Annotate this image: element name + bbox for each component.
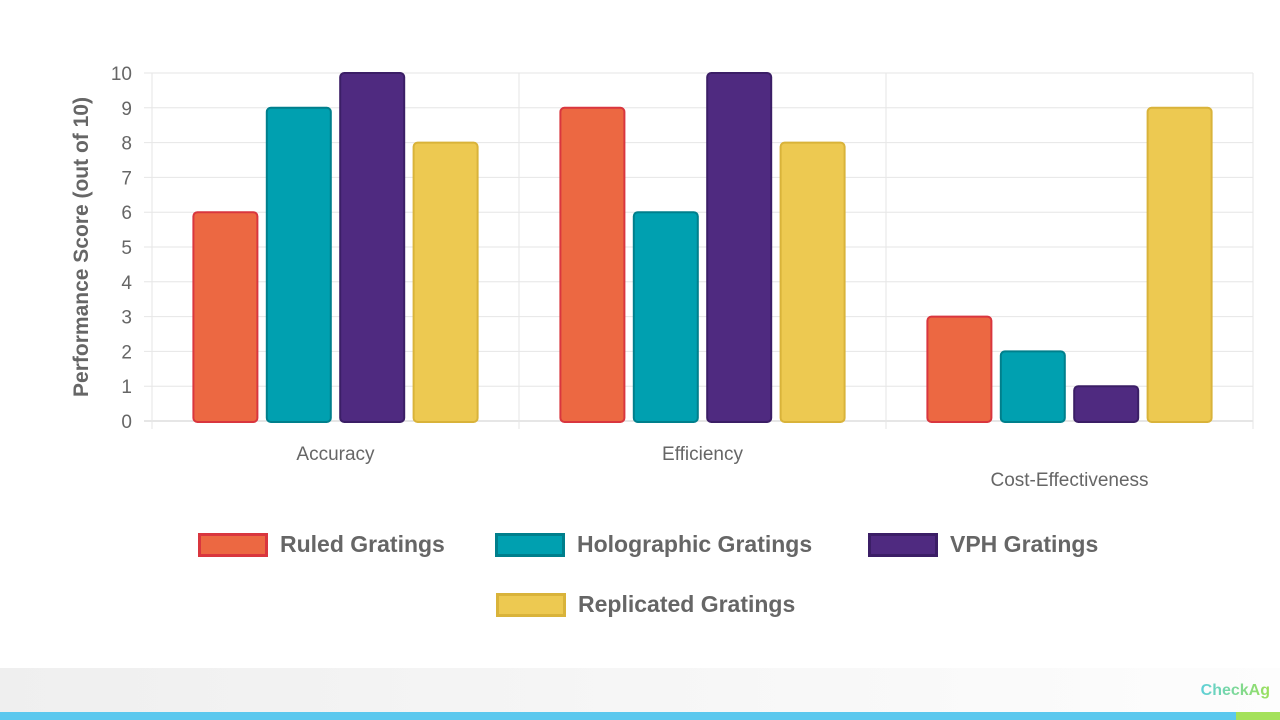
legend-item-ruled[interactable]: Ruled Gratings <box>198 531 445 558</box>
bar-chart: 0 1 2 3 4 5 6 7 8 9 10 Accuracy Efficiency Cost-Effec… <box>70 64 1254 491</box>
footer-stripe-green <box>1236 712 1280 720</box>
legend-item-vph[interactable]: VPH Gratings <box>868 531 1098 558</box>
legend-label: VPH Gratings <box>950 531 1099 557</box>
y-tick-label: 2 <box>121 342 132 363</box>
legend-label: Ruled Gratings <box>280 531 445 557</box>
brand-logo: CheckAg <box>1200 682 1270 699</box>
y-tick-label: 4 <box>121 273 132 294</box>
footer-band <box>0 668 1280 712</box>
y-tick-label: 0 <box>121 412 132 433</box>
x-tick-label: Accuracy <box>296 444 375 465</box>
y-tick-label: 1 <box>121 377 132 398</box>
legend-item-replicated[interactable]: Replicated Gratings <box>496 591 795 618</box>
legend-label: Replicated Gratings <box>578 591 796 617</box>
bar-vph-gratings <box>706 72 773 423</box>
bar-holographic-gratings <box>632 211 699 423</box>
legend-label: Holographic Gratings <box>577 531 813 557</box>
bar-ruled-gratings <box>192 211 259 423</box>
bar-ruled-gratings <box>559 106 626 424</box>
legend-swatch <box>495 532 565 557</box>
y-tick-label: 5 <box>121 238 132 259</box>
y-tick-label: 6 <box>121 203 132 224</box>
y-tick-label: 8 <box>121 134 132 155</box>
y-tick-label: 7 <box>121 168 132 189</box>
bar-vph-gratings <box>339 72 406 423</box>
bar-ruled-gratings <box>926 315 993 424</box>
legend-swatch <box>868 532 938 557</box>
bar-holographic-gratings <box>265 106 332 424</box>
legend-swatch <box>198 532 268 557</box>
bar-replicated-gratings <box>412 141 479 423</box>
footer-stripe-blue <box>0 712 1236 720</box>
y-tick-label: 10 <box>111 64 132 85</box>
y-tick-label: 9 <box>121 99 132 120</box>
legend-item-holographic[interactable]: Holographic Gratings <box>495 531 812 558</box>
x-tick-label: Efficiency <box>662 444 743 465</box>
bar-vph-gratings <box>1073 385 1140 424</box>
legend-swatch <box>496 592 566 617</box>
bar-replicated-gratings <box>779 141 846 423</box>
bar-replicated-gratings <box>1146 106 1213 424</box>
bar-holographic-gratings <box>999 350 1066 423</box>
x-tick-label: Cost-Effectiveness <box>990 470 1148 491</box>
y-tick-label: 3 <box>121 308 132 329</box>
y-axis-title: Performance Score (out of 10) <box>70 97 93 397</box>
